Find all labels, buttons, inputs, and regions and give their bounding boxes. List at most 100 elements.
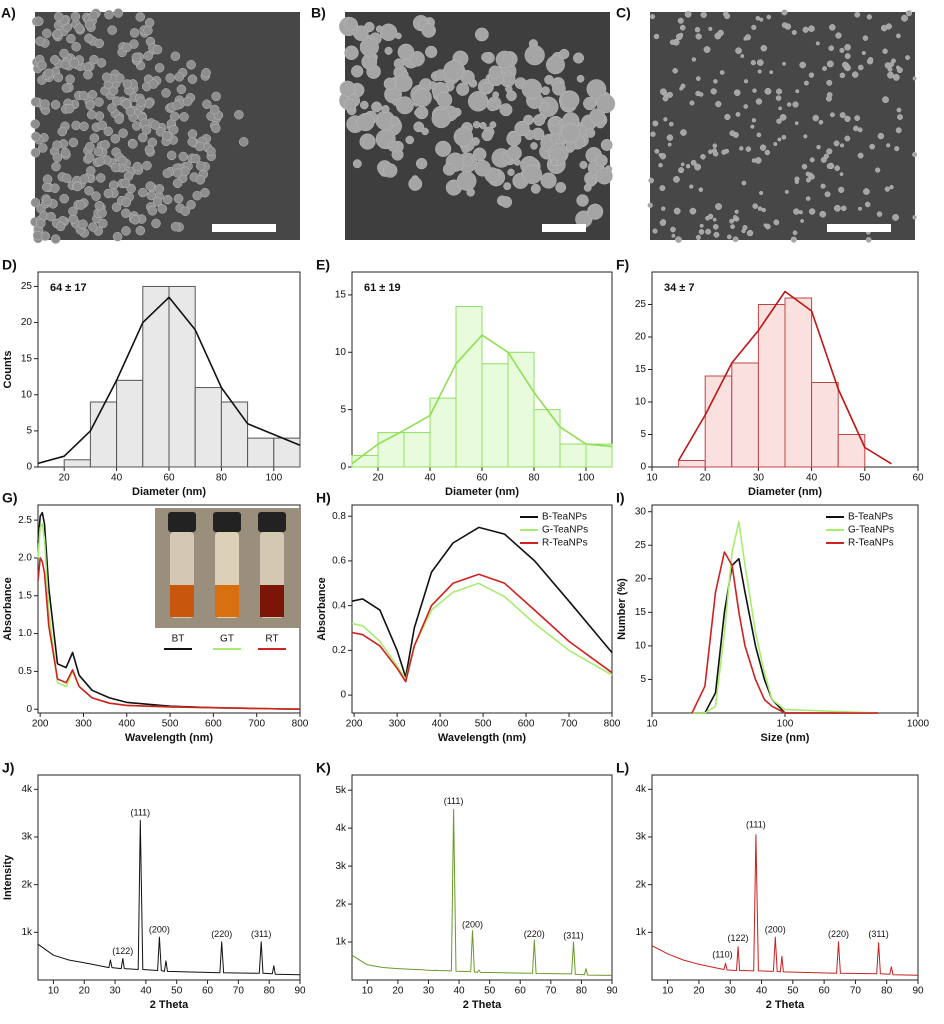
- panel-label: F): [616, 257, 629, 273]
- particle: [764, 149, 771, 156]
- particle: [94, 200, 105, 211]
- particle: [857, 152, 864, 159]
- particle: [143, 25, 153, 36]
- y-tick-label: 20: [635, 332, 647, 343]
- particle: [678, 32, 684, 38]
- annotation: 64 ± 17: [50, 282, 87, 294]
- y-tick-label: 25: [635, 299, 647, 310]
- particle: [94, 111, 105, 121]
- particle: [794, 121, 799, 126]
- particle: [150, 120, 161, 130]
- particle: [803, 80, 809, 86]
- particle: [795, 89, 800, 94]
- particle: [844, 115, 851, 123]
- peak-label: (220): [211, 929, 232, 939]
- particle: [829, 112, 835, 118]
- x-tick-label: 10: [362, 986, 374, 997]
- particle: [144, 144, 155, 155]
- particle: [148, 79, 159, 89]
- particle: [560, 90, 580, 110]
- particle: [822, 66, 827, 72]
- particle: [715, 203, 722, 210]
- x-tick-label: 60: [912, 473, 924, 484]
- particle: [442, 162, 456, 176]
- x-tick-label: 30: [753, 473, 765, 484]
- particle: [792, 230, 798, 236]
- particle: [506, 90, 517, 102]
- y-tick-label: 0.8: [332, 511, 346, 522]
- particle: [739, 146, 744, 151]
- particle: [735, 112, 741, 117]
- particle: [174, 72, 185, 82]
- x-tick-label: 60: [163, 473, 175, 484]
- particle: [694, 26, 701, 33]
- bar: [89, 401, 118, 468]
- particle: [851, 71, 859, 78]
- particle: [877, 132, 885, 140]
- particle: [576, 194, 589, 207]
- x-tick-label: 40: [806, 473, 818, 484]
- y-tick-label: 0: [26, 462, 32, 473]
- particle: [507, 168, 515, 176]
- particle: [146, 190, 157, 201]
- particle: [710, 88, 717, 95]
- particle: [414, 109, 422, 117]
- particle: [708, 149, 713, 155]
- particle: [677, 17, 684, 24]
- particle: [812, 114, 819, 122]
- inset-label: RT: [265, 634, 278, 645]
- particle: [781, 134, 787, 140]
- particle: [844, 44, 851, 51]
- y-tick-label: 15: [21, 353, 33, 364]
- particle: [659, 185, 666, 192]
- particle: [586, 177, 597, 187]
- particle: [78, 90, 89, 101]
- particle: [829, 24, 836, 31]
- particle: [719, 70, 725, 75]
- particle: [172, 178, 183, 188]
- particle: [166, 150, 177, 161]
- particle: [740, 54, 745, 58]
- particle: [408, 176, 423, 191]
- particle: [168, 125, 179, 135]
- particle: [60, 59, 71, 70]
- y-axis-label: Intensity: [2, 854, 14, 900]
- particle: [147, 206, 158, 216]
- x-tick-label: 90: [606, 986, 618, 997]
- particle: [892, 74, 900, 81]
- y-tick-label: 3k: [635, 832, 647, 843]
- particle: [144, 18, 155, 28]
- particle: [726, 234, 732, 240]
- particle: [679, 24, 686, 31]
- particle: [652, 228, 658, 234]
- particle: [713, 231, 720, 238]
- particle: [142, 160, 152, 171]
- y-tick-label: 20: [21, 317, 33, 328]
- particle: [894, 146, 900, 152]
- particle: [103, 126, 114, 137]
- particle: [472, 121, 481, 129]
- particle: [125, 106, 136, 117]
- particle: [805, 171, 811, 177]
- particle: [111, 202, 122, 212]
- particle: [69, 58, 80, 68]
- panel-label: E): [316, 257, 330, 273]
- particle: [96, 173, 106, 183]
- particle: [800, 219, 805, 223]
- particle: [51, 161, 61, 172]
- peak-label: (311): [563, 931, 583, 941]
- particle: [186, 199, 196, 210]
- particle: [68, 137, 79, 148]
- particle: [42, 28, 52, 39]
- particle: [695, 33, 702, 40]
- particle: [876, 211, 883, 217]
- particle: [101, 72, 112, 82]
- particle: [530, 142, 538, 150]
- particle: [759, 190, 764, 196]
- particle: [492, 91, 500, 99]
- particle: [912, 151, 918, 158]
- x-tick-label: 90: [912, 986, 924, 997]
- particle: [443, 60, 464, 81]
- x-tick-label: 20: [700, 473, 712, 484]
- particle: [773, 219, 780, 226]
